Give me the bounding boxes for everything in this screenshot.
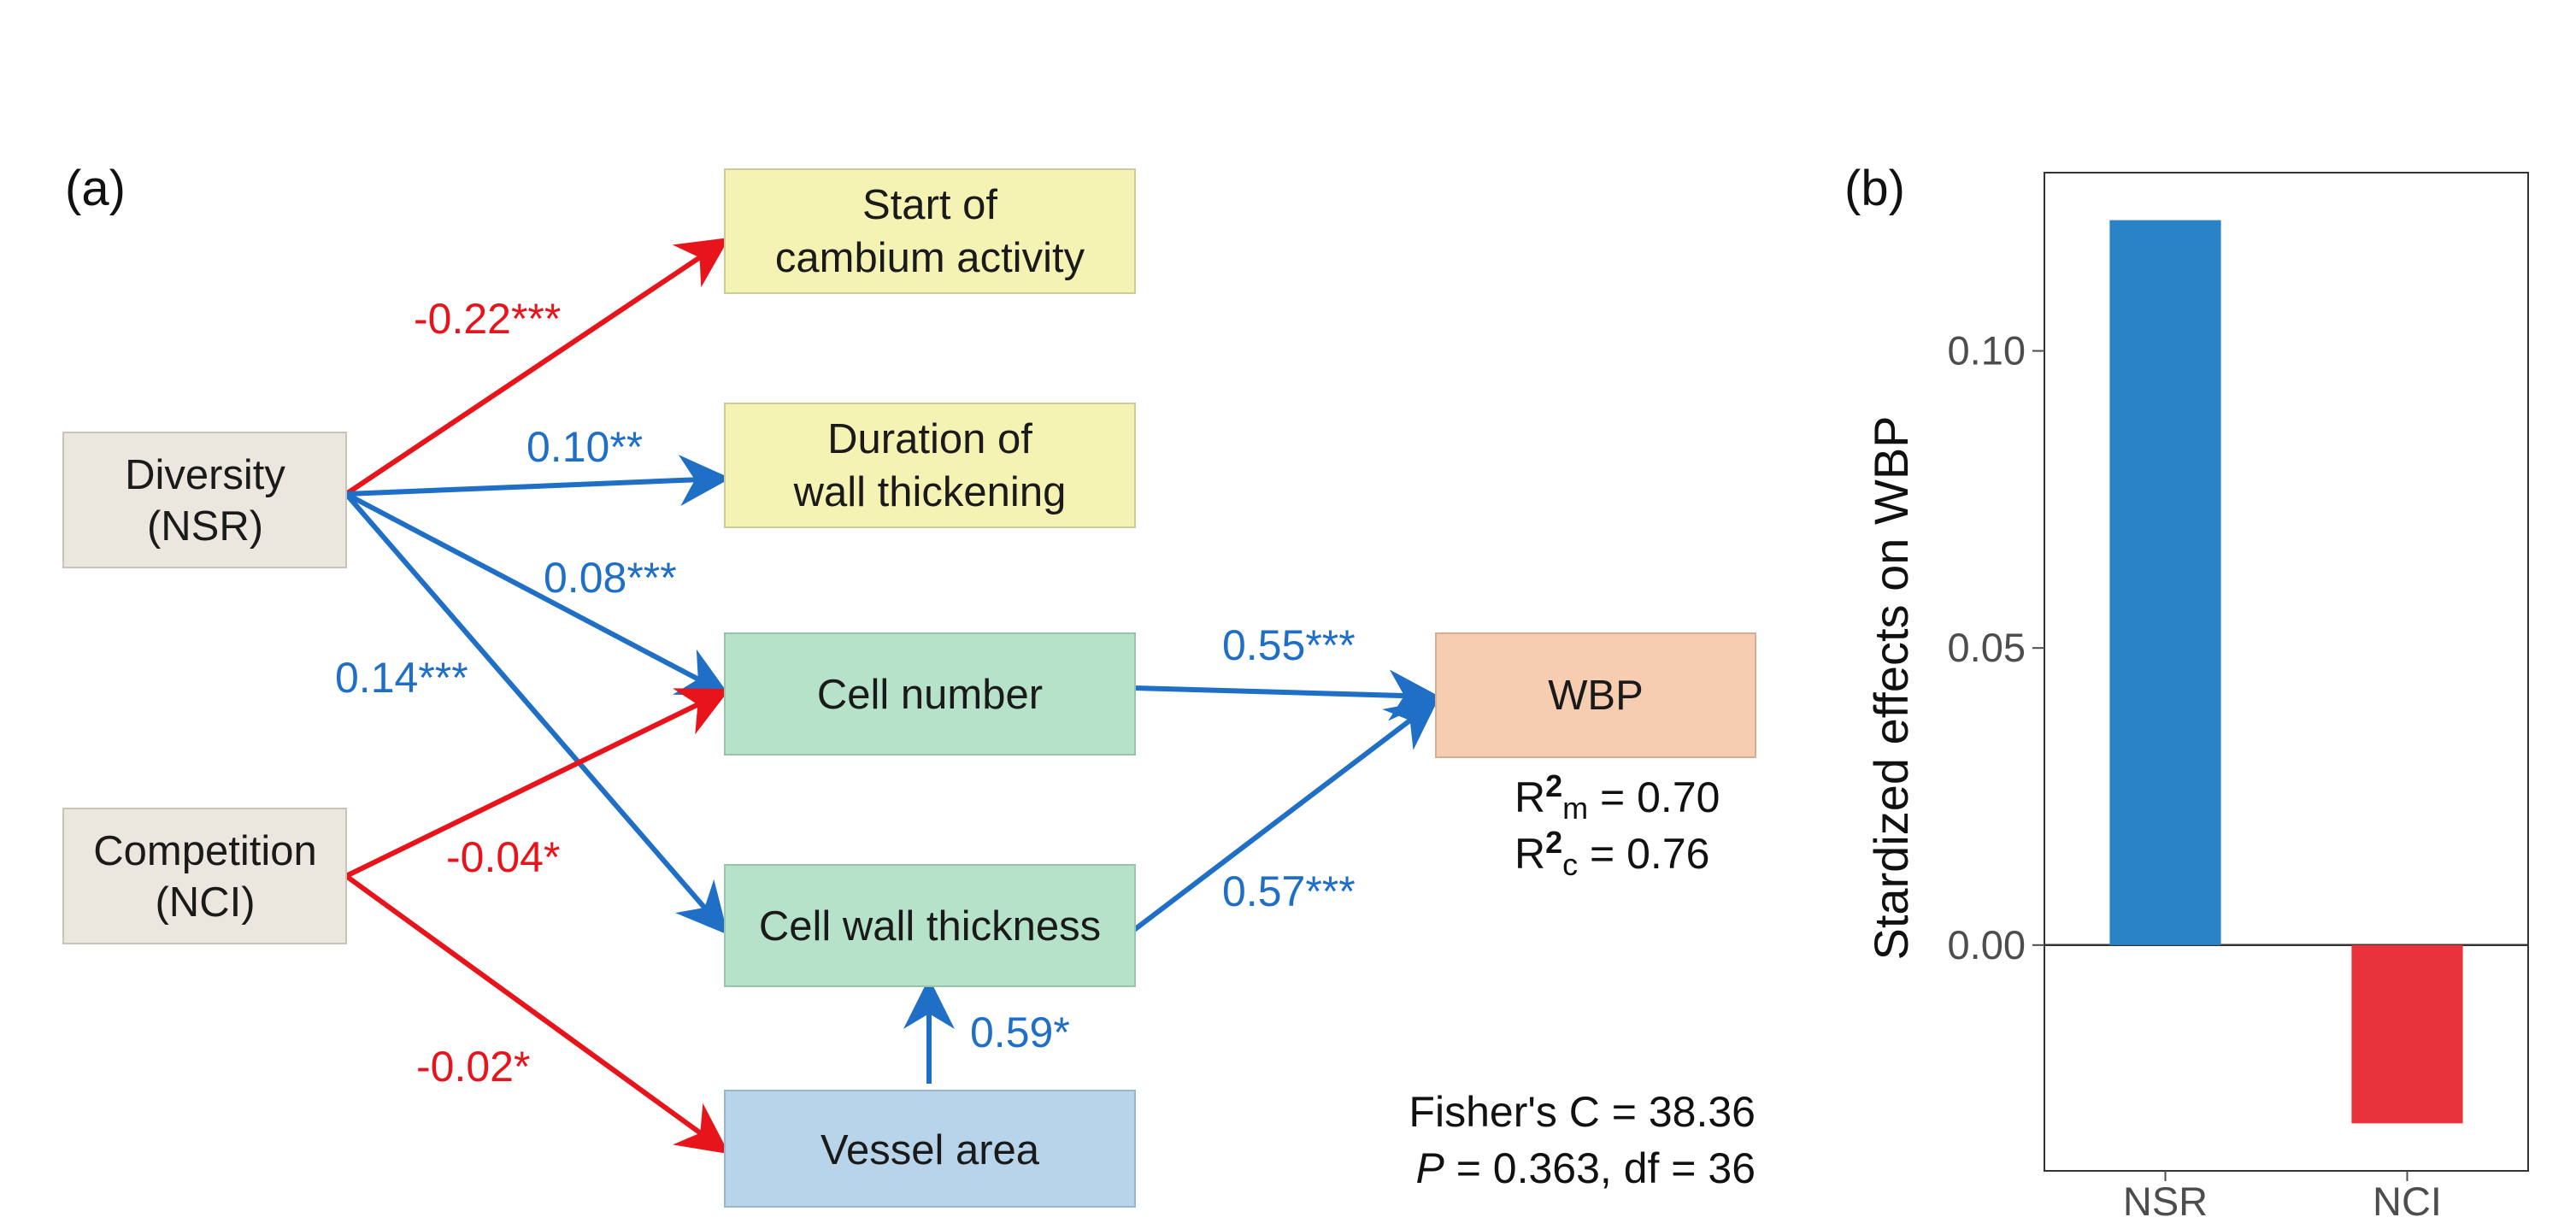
arrow-diversity-to-cell-number <box>344 491 730 697</box>
node-label-line2: (NSR) <box>147 503 263 550</box>
node-box <box>724 168 1136 294</box>
node-label-line1: Start of <box>862 182 997 228</box>
plot-panel-border <box>2044 172 2529 1172</box>
bar-nci <box>2351 944 2463 1124</box>
node-competition: Competition (NCI) <box>62 808 347 944</box>
path-arrows <box>344 237 1440 1155</box>
r2-sub: c <box>1562 847 1578 882</box>
p-value: P = 0.363, df = 36 <box>1415 1144 1756 1192</box>
r2-marginal: R2m = 0.70 <box>1514 768 1720 826</box>
r2-value: = 0.76 <box>1578 830 1709 878</box>
r2-base: R <box>1514 773 1545 821</box>
coef-diversity-duration-wall: 0.10** <box>526 423 643 471</box>
y-tick-label: 0.05 <box>1948 625 2026 670</box>
coef-diversity-start-cambium: -0.22*** <box>414 295 561 343</box>
node-diversity: Diversity (NSR) <box>62 432 347 568</box>
coef-vessel-cell-wall: 0.59* <box>970 1008 1070 1056</box>
bar-nsr <box>2109 220 2221 945</box>
coef-cell-number-wbp: 0.55*** <box>1222 621 1356 669</box>
node-label: Cell wall thickness <box>759 903 1101 950</box>
r2-sub: m <box>1562 791 1588 826</box>
node-box <box>62 432 347 568</box>
panel-a: (a) Diversity (NSR) Competition (NCI) <box>62 161 1756 1208</box>
arrow-competition-to-cell-number <box>344 688 731 879</box>
coef-competition-cell-number: -0.04* <box>446 833 560 881</box>
arrow-cell-number-to-wbp <box>1133 669 1440 721</box>
x-axis-labels: NSR NCI <box>2123 1171 2442 1223</box>
arrow-diversity-to-cell-wall <box>344 492 728 935</box>
arrow-competition-to-vessel-area <box>344 873 730 1155</box>
node-box <box>724 864 1136 987</box>
node-label-line1: Duration of <box>827 416 1032 462</box>
r2-sup: 2 <box>1545 768 1562 803</box>
r2-conditional: R2c = 0.76 <box>1514 825 1709 882</box>
r2-sup: 2 <box>1545 825 1562 860</box>
node-wbp: WBP <box>1435 632 1756 758</box>
arrow-cell-wall-to-wbp <box>1132 698 1439 932</box>
p-symbol: P <box>1415 1144 1444 1192</box>
panel-a-label: (a) <box>65 161 126 216</box>
coef-competition-vessel-area: -0.02* <box>416 1043 530 1091</box>
coef-diversity-cell-wall: 0.14*** <box>335 654 468 702</box>
coef-cell-wall-wbp: 0.57*** <box>1222 867 1356 915</box>
y-axis-ticks: 0.00 0.05 0.10 <box>1948 328 2044 967</box>
node-box <box>724 632 1136 756</box>
node-box <box>62 808 347 944</box>
node-box <box>1435 632 1756 758</box>
node-start-cambium: Start of cambium activity <box>724 168 1136 294</box>
panel-b: (b) Stardized effects on WBP 0.00 0.05 0.1… <box>1844 161 2529 1223</box>
r2-base: R <box>1514 830 1545 878</box>
y-axis-title: Stardized effects on WBP <box>1864 415 1918 960</box>
node-label-line1: Competition <box>93 828 316 874</box>
node-label-line2: wall thickening <box>793 469 1067 515</box>
node-label-line1: Diversity <box>125 452 285 498</box>
node-box <box>724 403 1136 528</box>
node-label: Vessel area <box>820 1127 1040 1173</box>
x-tick-label: NCI <box>2373 1179 2442 1223</box>
node-label: Cell number <box>817 672 1043 718</box>
node-duration-wall: Duration of wall thickening <box>724 403 1136 528</box>
r2-value: = 0.70 <box>1588 773 1720 821</box>
node-vessel-area: Vessel area <box>724 1090 1136 1208</box>
path-coefficients: -0.22*** 0.10** 0.08*** 0.14*** -0.04* -… <box>335 295 1356 1091</box>
p-rest: = 0.363, df = 36 <box>1444 1144 1756 1192</box>
node-label: WBP <box>1548 673 1644 719</box>
y-tick-label: 0.00 <box>1948 922 2026 967</box>
x-tick-label: NSR <box>2123 1179 2208 1223</box>
arrow-diversity-to-start-cambium <box>344 237 730 497</box>
node-cell-number: Cell number <box>724 632 1136 756</box>
node-cell-wall-thickness: Cell wall thickness <box>724 864 1136 987</box>
panel-b-label: (b) <box>1844 161 1905 216</box>
node-label-line2: cambium activity <box>775 235 1085 281</box>
bars <box>2109 220 2463 1124</box>
y-tick-label: 0.10 <box>1948 328 2026 373</box>
fisher-c: Fisher's C = 38.36 <box>1409 1088 1756 1136</box>
node-label-line2: (NCI) <box>155 879 255 926</box>
node-box <box>724 1090 1136 1208</box>
arrow-diversity-to-duration-wall <box>345 455 731 507</box>
coef-diversity-cell-number: 0.08*** <box>544 554 677 602</box>
